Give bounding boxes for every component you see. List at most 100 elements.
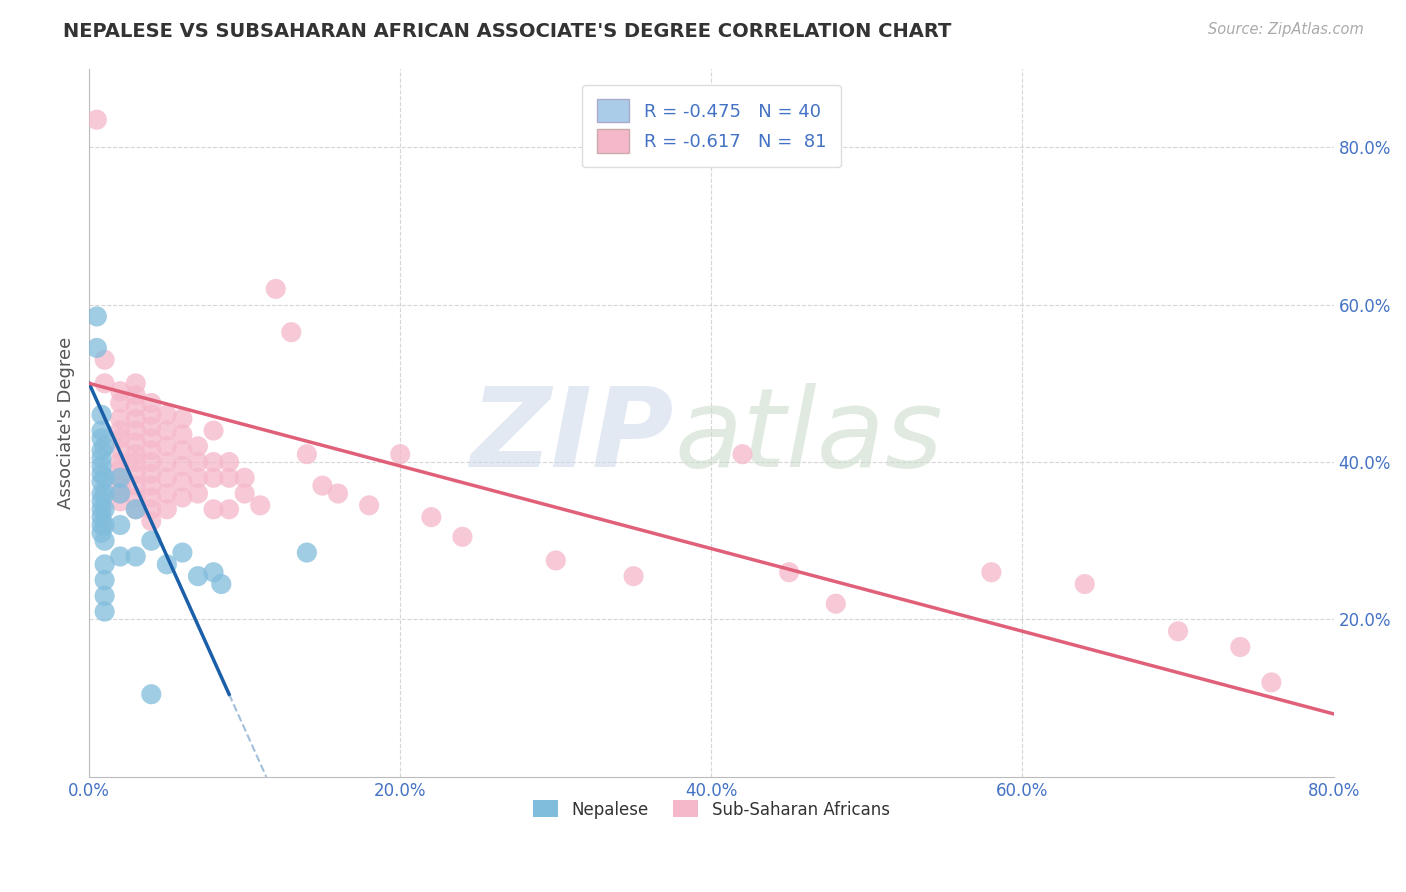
Text: NEPALESE VS SUBSAHARAN AFRICAN ASSOCIATE'S DEGREE CORRELATION CHART: NEPALESE VS SUBSAHARAN AFRICAN ASSOCIATE… bbox=[63, 22, 952, 41]
Point bbox=[778, 566, 800, 580]
Point bbox=[980, 566, 1002, 580]
Point bbox=[108, 486, 131, 500]
Point bbox=[125, 502, 148, 516]
Point bbox=[1073, 577, 1095, 591]
Point bbox=[125, 502, 148, 516]
Text: atlas: atlas bbox=[673, 384, 942, 491]
Point bbox=[156, 455, 179, 469]
Point bbox=[90, 475, 112, 489]
Point bbox=[108, 443, 131, 458]
Point bbox=[172, 411, 194, 425]
Point bbox=[93, 605, 115, 619]
Point bbox=[451, 530, 474, 544]
Point bbox=[108, 471, 131, 485]
Point bbox=[90, 486, 112, 500]
Point bbox=[93, 533, 115, 548]
Point bbox=[141, 687, 163, 701]
Point bbox=[125, 447, 148, 461]
Point bbox=[141, 514, 163, 528]
Point bbox=[93, 502, 115, 516]
Point bbox=[156, 558, 179, 572]
Point bbox=[90, 408, 112, 422]
Point bbox=[731, 447, 754, 461]
Point bbox=[172, 545, 194, 559]
Point bbox=[218, 471, 240, 485]
Point bbox=[824, 597, 846, 611]
Point bbox=[187, 471, 209, 485]
Point bbox=[326, 486, 349, 500]
Point bbox=[187, 486, 209, 500]
Point bbox=[187, 439, 209, 453]
Point bbox=[90, 424, 112, 438]
Point bbox=[156, 408, 179, 422]
Point bbox=[420, 510, 443, 524]
Point bbox=[172, 427, 194, 442]
Point bbox=[90, 502, 112, 516]
Point bbox=[218, 455, 240, 469]
Point bbox=[141, 467, 163, 481]
Point bbox=[90, 467, 112, 481]
Point bbox=[90, 494, 112, 508]
Point bbox=[108, 396, 131, 410]
Point bbox=[93, 439, 115, 453]
Point bbox=[93, 573, 115, 587]
Point bbox=[141, 408, 163, 422]
Point bbox=[93, 558, 115, 572]
Point bbox=[108, 478, 131, 492]
Point bbox=[90, 518, 112, 533]
Point bbox=[125, 455, 148, 469]
Point bbox=[108, 549, 131, 564]
Point bbox=[264, 282, 287, 296]
Point bbox=[86, 341, 108, 355]
Point bbox=[86, 310, 108, 324]
Point bbox=[187, 455, 209, 469]
Point bbox=[93, 518, 115, 533]
Point bbox=[172, 475, 194, 489]
Point bbox=[172, 443, 194, 458]
Point bbox=[125, 435, 148, 450]
Point bbox=[93, 471, 115, 485]
Point bbox=[295, 545, 318, 559]
Point bbox=[202, 455, 225, 469]
Point bbox=[187, 569, 209, 583]
Point bbox=[125, 424, 148, 438]
Point bbox=[1229, 640, 1251, 654]
Text: ZIP: ZIP bbox=[471, 384, 673, 491]
Point bbox=[202, 471, 225, 485]
Point bbox=[125, 549, 148, 564]
Point bbox=[156, 471, 179, 485]
Point bbox=[108, 424, 131, 438]
Point bbox=[141, 443, 163, 458]
Point bbox=[141, 455, 163, 469]
Point bbox=[125, 491, 148, 505]
Point bbox=[544, 553, 567, 567]
Point bbox=[141, 491, 163, 505]
Point bbox=[90, 451, 112, 466]
Point bbox=[108, 518, 131, 533]
Point bbox=[156, 486, 179, 500]
Point bbox=[359, 499, 381, 513]
Point bbox=[93, 352, 115, 367]
Point bbox=[108, 486, 131, 500]
Point bbox=[90, 525, 112, 540]
Point bbox=[108, 455, 131, 469]
Point bbox=[125, 400, 148, 414]
Point bbox=[108, 463, 131, 477]
Point bbox=[141, 396, 163, 410]
Point bbox=[156, 424, 179, 438]
Point bbox=[93, 589, 115, 603]
Point bbox=[86, 112, 108, 127]
Point bbox=[108, 471, 131, 485]
Point bbox=[202, 566, 225, 580]
Point bbox=[1260, 675, 1282, 690]
Text: Source: ZipAtlas.com: Source: ZipAtlas.com bbox=[1208, 22, 1364, 37]
Point bbox=[90, 443, 112, 458]
Point bbox=[93, 376, 115, 391]
Point bbox=[108, 384, 131, 399]
Point bbox=[249, 499, 271, 513]
Point bbox=[295, 447, 318, 461]
Point bbox=[389, 447, 412, 461]
Point bbox=[623, 569, 645, 583]
Point bbox=[125, 388, 148, 402]
Point bbox=[172, 458, 194, 473]
